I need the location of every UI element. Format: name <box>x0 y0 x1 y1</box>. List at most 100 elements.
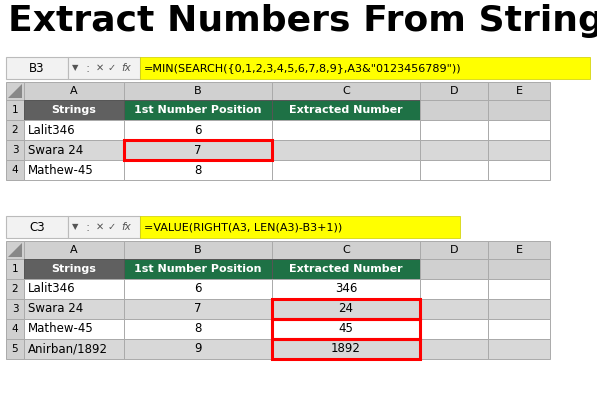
Bar <box>6 319 24 339</box>
Bar <box>124 140 272 160</box>
Bar <box>124 160 272 180</box>
Bar <box>488 299 550 319</box>
Bar <box>272 160 420 180</box>
Bar <box>6 120 24 140</box>
Text: Strings: Strings <box>51 264 97 274</box>
Bar <box>24 140 124 160</box>
Text: fx: fx <box>121 222 131 232</box>
Text: 4: 4 <box>12 165 19 175</box>
Bar <box>6 241 24 259</box>
Text: :: : <box>86 61 90 74</box>
Bar <box>24 120 124 140</box>
Bar <box>420 82 488 100</box>
Text: 1st Number Position: 1st Number Position <box>134 264 261 274</box>
Bar <box>420 319 488 339</box>
Bar <box>420 259 488 279</box>
Bar <box>272 299 420 319</box>
Text: ✓: ✓ <box>108 222 116 232</box>
Bar <box>124 140 272 160</box>
Bar <box>272 319 420 339</box>
Text: C: C <box>342 245 350 255</box>
Bar <box>488 100 550 120</box>
Text: 24: 24 <box>338 303 353 316</box>
Text: 346: 346 <box>335 282 357 296</box>
Text: Anirban/1892: Anirban/1892 <box>28 342 108 355</box>
Text: A: A <box>70 245 78 255</box>
Text: ✕: ✕ <box>96 63 104 73</box>
Bar <box>420 100 488 120</box>
Text: =VALUE(RIGHT(A3, LEN(A3)-B3+1)): =VALUE(RIGHT(A3, LEN(A3)-B3+1)) <box>144 222 342 232</box>
Bar <box>24 339 124 359</box>
Text: B3: B3 <box>29 61 45 74</box>
Text: 2: 2 <box>12 284 19 294</box>
Bar <box>272 82 420 100</box>
Text: ▼: ▼ <box>72 223 78 232</box>
Bar <box>488 140 550 160</box>
Text: A: A <box>70 86 78 96</box>
Text: Extracted Number: Extracted Number <box>289 264 403 274</box>
Bar <box>6 279 24 299</box>
Bar <box>488 319 550 339</box>
Bar <box>272 339 420 359</box>
Bar <box>272 279 420 299</box>
Text: 8: 8 <box>194 164 202 177</box>
Bar <box>24 299 124 319</box>
Bar <box>272 339 420 359</box>
Bar <box>488 339 550 359</box>
Bar <box>124 279 272 299</box>
Bar <box>24 319 124 339</box>
Text: D: D <box>450 86 458 96</box>
Bar <box>6 160 24 180</box>
Text: 7: 7 <box>194 143 202 156</box>
Bar <box>24 82 124 100</box>
Text: Lalit346: Lalit346 <box>28 123 76 136</box>
Bar <box>124 339 272 359</box>
Text: C: C <box>342 86 350 96</box>
Text: E: E <box>515 86 522 96</box>
Bar <box>272 140 420 160</box>
Text: ✕: ✕ <box>96 222 104 232</box>
Bar <box>420 160 488 180</box>
Text: Extracted Number: Extracted Number <box>289 105 403 115</box>
Bar <box>124 299 272 319</box>
Bar <box>24 279 124 299</box>
Bar <box>6 140 24 160</box>
Text: E: E <box>515 245 522 255</box>
Bar <box>488 120 550 140</box>
Bar <box>6 82 24 100</box>
Bar <box>24 241 124 259</box>
Text: 1892: 1892 <box>331 342 361 355</box>
Text: Swara 24: Swara 24 <box>28 303 83 316</box>
Bar <box>68 216 140 238</box>
Bar <box>272 259 420 279</box>
Bar <box>6 57 68 79</box>
Bar <box>488 279 550 299</box>
Text: 45: 45 <box>338 323 353 336</box>
Bar <box>420 299 488 319</box>
Text: D: D <box>450 245 458 255</box>
Bar <box>272 120 420 140</box>
Text: ▼: ▼ <box>72 63 78 72</box>
Text: B: B <box>194 86 202 96</box>
Text: 1st Number Position: 1st Number Position <box>134 105 261 115</box>
Text: 8: 8 <box>194 323 202 336</box>
Text: =MIN(SEARCH({0,1,2,3,4,5,6,7,8,9},A3&"0123456789")): =MIN(SEARCH({0,1,2,3,4,5,6,7,8,9},A3&"01… <box>144 63 461 73</box>
Text: 5: 5 <box>12 344 19 354</box>
Bar <box>488 259 550 279</box>
Text: fx: fx <box>121 63 131 73</box>
Text: 2: 2 <box>12 125 19 135</box>
Text: B: B <box>194 245 202 255</box>
Bar <box>124 120 272 140</box>
Text: Lalit346: Lalit346 <box>28 282 76 296</box>
Bar <box>124 100 272 120</box>
Text: 9: 9 <box>194 342 202 355</box>
Text: 6: 6 <box>194 282 202 296</box>
Text: 3: 3 <box>12 145 19 155</box>
Polygon shape <box>8 84 22 98</box>
Bar <box>140 57 590 79</box>
Bar <box>24 100 124 120</box>
Bar <box>420 120 488 140</box>
Bar <box>272 299 420 319</box>
Text: 3: 3 <box>12 304 19 314</box>
Bar <box>24 259 124 279</box>
